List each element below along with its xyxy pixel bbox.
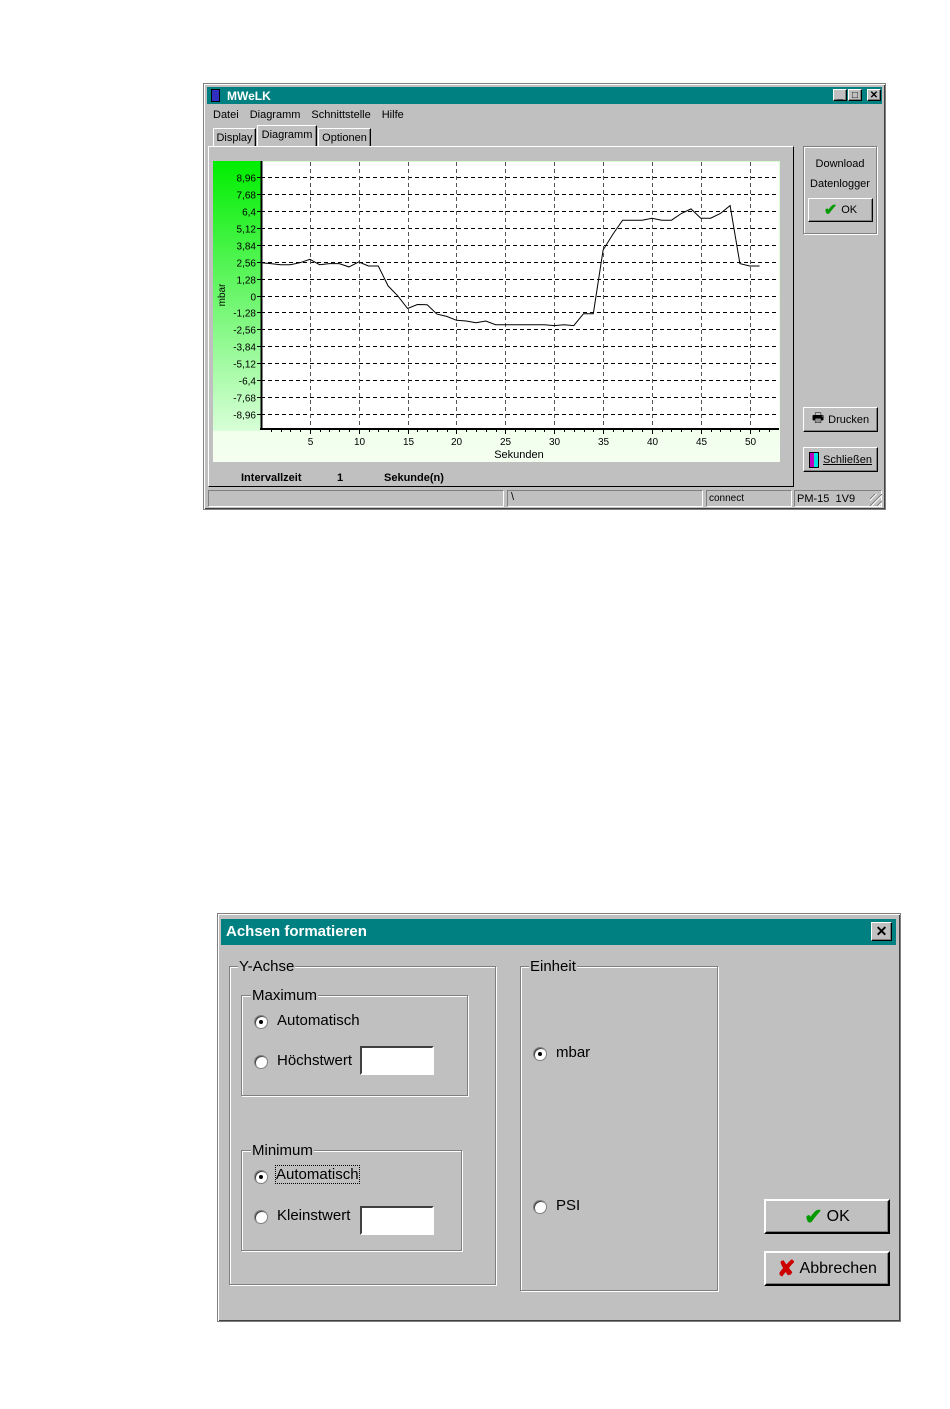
- y-tick-label: 1,28: [237, 276, 257, 287]
- dialog-title: Achsen formatieren: [226, 923, 367, 940]
- download-label: Download: [815, 158, 865, 170]
- y-tick-label: -1,28: [233, 309, 256, 320]
- check-icon: ✔: [823, 202, 838, 219]
- unit-psi-label[interactable]: PSI: [556, 1197, 581, 1214]
- interval-label: Intervallzeit: [241, 472, 302, 484]
- datenlogger-label: Datenlogger: [810, 178, 870, 190]
- series-line: [260, 204, 760, 327]
- x-axis-label: Sekunden: [494, 449, 544, 461]
- tab-panel: [208, 146, 794, 487]
- maximum-auto-label[interactable]: Automatisch: [277, 1012, 360, 1029]
- check-icon: ✔: [804, 1203, 823, 1229]
- minimum-auto-radio[interactable]: [254, 1170, 268, 1184]
- printer-icon: 🖶: [811, 409, 825, 425]
- y-tick-label: 5,12: [237, 225, 257, 236]
- y-tick-label: 8,96: [237, 174, 257, 185]
- y-tick-label: 2,56: [237, 259, 257, 270]
- x-icon: ✘: [777, 1255, 796, 1281]
- maximum-value-input[interactable]: [360, 1046, 434, 1075]
- x-tick-label: 5: [308, 437, 314, 448]
- minimum-value-radio[interactable]: [254, 1210, 268, 1224]
- dialog-close-button[interactable]: ✕: [871, 922, 892, 941]
- x-tick-label: 50: [745, 437, 757, 448]
- app-icon: [211, 89, 220, 102]
- maximum-group: Maximum Automatisch Höchstwert: [241, 987, 468, 1096]
- x-tick-label: 30: [549, 437, 561, 448]
- x-tick-label: 25: [500, 437, 512, 448]
- minimum-auto-label[interactable]: Automatisch: [275, 1165, 360, 1184]
- menu-diagramm[interactable]: Diagramm: [249, 109, 301, 121]
- print-button[interactable]: 🖶 Drucken: [803, 407, 878, 432]
- maximum-value-radio[interactable]: [254, 1055, 268, 1069]
- x-tick-label: 20: [451, 437, 463, 448]
- axis-format-dialog: Achsen formatieren ✕ Y-Achse Maximum Aut…: [217, 913, 901, 1322]
- download-group: Download Datenlogger ✔ OK: [803, 146, 877, 234]
- unit-group: Einheit mbar PSI: [520, 958, 718, 1291]
- x-tick-label: 35: [598, 437, 610, 448]
- minimum-value-label[interactable]: Kleinstwert: [277, 1207, 351, 1224]
- status-device: PM-15 1V9: [794, 490, 882, 507]
- resize-grip-icon[interactable]: [870, 494, 882, 506]
- maximum-auto-radio[interactable]: [254, 1015, 268, 1029]
- minimum-group: Minimum Automatisch Kleinstwert: [241, 1142, 462, 1251]
- interval-value: 1: [337, 472, 344, 484]
- maximize-button[interactable]: □: [848, 89, 862, 101]
- minimize-button[interactable]: _: [833, 89, 847, 101]
- dialog-cancel-button[interactable]: ✘ Abbrechen: [764, 1251, 890, 1286]
- download-ok-button[interactable]: ✔ OK: [808, 198, 873, 222]
- y-tick-label: -6,4: [239, 377, 257, 388]
- x-tick-label: 40: [647, 437, 659, 448]
- menu-bar: Datei Diagramm Schnittstelle Hilfe: [213, 109, 404, 121]
- close-app-button[interactable]: Schließen: [803, 447, 878, 472]
- y-axis-label: mbar: [217, 283, 228, 306]
- unit-mbar-label[interactable]: mbar: [556, 1044, 591, 1061]
- unit-mbar-radio[interactable]: [533, 1047, 547, 1061]
- y-tick-label: 0: [250, 293, 256, 304]
- y-tick-label: 7,68: [237, 191, 257, 202]
- interval-unit: Sekunde(n): [384, 472, 444, 484]
- x-tick-label: 15: [403, 437, 415, 448]
- close-button[interactable]: ✕: [867, 89, 881, 101]
- x-tick-label: 45: [696, 437, 708, 448]
- status-connection: connect: [706, 490, 792, 507]
- x-tick-label: 10: [354, 437, 366, 448]
- pressure-chart: 8,96 7,68 6,4 5,12 3,84 2,56 1,28 0 -1,28 -2,56 -3…: [213, 161, 780, 462]
- menu-datei[interactable]: Datei: [213, 109, 239, 121]
- dialog-ok-button[interactable]: ✔ OK: [764, 1199, 890, 1234]
- status-segment-2: \: [507, 490, 703, 507]
- y-tick-label: 6,4: [242, 208, 256, 219]
- y-tick-label: -5,12: [233, 360, 256, 371]
- maximum-value-label[interactable]: Höchstwert: [277, 1052, 353, 1069]
- title-bar: MWeLK _ □ ✕: [207, 87, 882, 104]
- unit-psi-radio[interactable]: [533, 1200, 547, 1214]
- y-tick-label: -2,56: [233, 326, 256, 337]
- dialog-title-bar: Achsen formatieren ✕: [221, 919, 896, 945]
- menu-schnittstelle[interactable]: Schnittstelle: [311, 109, 371, 121]
- main-window: MWeLK _ □ ✕ Datei Diagramm Schnittstelle…: [203, 83, 886, 510]
- tab-optionen[interactable]: Optionen: [318, 128, 371, 147]
- y-axis-group: Y-Achse Maximum Automatisch Höchstwert M…: [229, 958, 496, 1285]
- exit-door-icon: [809, 451, 820, 468]
- minimum-value-input[interactable]: [360, 1206, 434, 1235]
- tab-display[interactable]: Display: [213, 128, 256, 147]
- status-segment-1: [208, 490, 504, 507]
- menu-hilfe[interactable]: Hilfe: [381, 109, 404, 121]
- close-icon: ✕: [875, 923, 888, 939]
- y-tick-label: 3,84: [237, 242, 257, 253]
- window-title: MWeLK: [227, 89, 271, 103]
- y-tick-label: -3,84: [233, 343, 256, 354]
- plot-area: [261, 162, 779, 429]
- y-tick-label: -8,96: [233, 411, 256, 422]
- tab-diagramm[interactable]: Diagramm: [257, 125, 317, 147]
- y-tick-label: -7,68: [233, 394, 256, 405]
- chart-axis-band: [213, 161, 261, 431]
